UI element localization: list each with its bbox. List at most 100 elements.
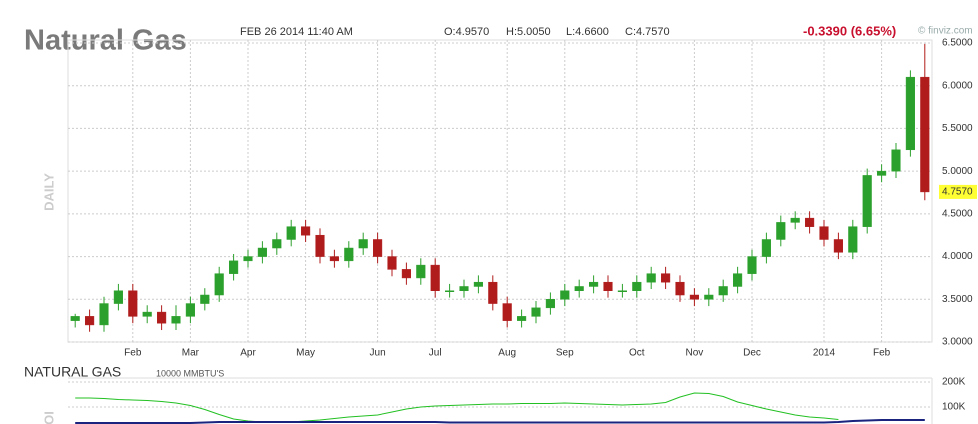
x-tick-label: 2014	[813, 348, 836, 359]
candle-body	[920, 76, 930, 193]
candle-body	[373, 239, 383, 257]
source: © finviz.com	[918, 26, 973, 37]
candle-body	[718, 286, 728, 296]
candle-body	[862, 175, 872, 227]
last-price-bg	[939, 184, 977, 199]
candle-body	[329, 256, 339, 262]
candle-body	[646, 273, 656, 283]
candle-body	[661, 273, 671, 283]
x-tick-label: Sep	[556, 348, 574, 359]
y-tick-label: 3.0000	[942, 337, 973, 348]
candle-body	[905, 76, 915, 151]
x-tick-label: Nov	[686, 348, 704, 359]
candle-body	[488, 281, 498, 304]
candle-body	[243, 256, 253, 262]
candle-body	[545, 299, 555, 309]
candle-body	[617, 290, 627, 292]
candle-body	[286, 226, 296, 240]
candle-body	[315, 234, 325, 257]
candle-body	[790, 217, 800, 223]
candle-body	[574, 286, 584, 291]
candle-body	[200, 294, 210, 304]
x-tick-label: Mar	[182, 348, 200, 359]
candle-body	[171, 316, 181, 324]
candle-body	[603, 281, 613, 291]
candle-body	[502, 303, 512, 321]
last-price-label: 4.7570	[942, 187, 973, 198]
candle-body	[128, 290, 138, 317]
high: H:5.0050	[506, 26, 551, 38]
low: L:4.6600	[566, 26, 609, 38]
candle-body	[70, 316, 80, 321]
candle-body	[877, 170, 887, 176]
candle-body	[776, 222, 786, 240]
candle-body	[99, 303, 109, 326]
candle-body	[113, 290, 123, 304]
candle-body	[430, 264, 440, 291]
panel-title: NATURAL GAS	[24, 364, 121, 380]
x-tick-label: Apr	[240, 348, 256, 359]
candle-body	[848, 226, 858, 253]
candle-body	[747, 256, 757, 274]
candle-body	[531, 307, 541, 317]
candle-body	[301, 226, 311, 236]
candle-body	[257, 247, 267, 257]
x-tick-label: Oct	[629, 348, 645, 359]
candle-body	[819, 226, 829, 240]
candle-body	[560, 290, 570, 300]
x-tick-label: Jun	[370, 348, 386, 359]
y-tick-label: 4.0000	[942, 251, 973, 262]
candle-body	[387, 256, 397, 270]
series-line	[75, 392, 839, 424]
candle-body	[459, 286, 469, 291]
y-tick-label: 5.0000	[942, 166, 973, 177]
candle-body	[445, 290, 455, 292]
candle-body	[142, 311, 152, 317]
x-tick-label: Feb	[124, 348, 142, 359]
candle-body	[589, 281, 599, 287]
y-tick-label: 6.0000	[942, 80, 973, 91]
candle-body	[517, 316, 527, 321]
candle-body	[689, 294, 699, 300]
chart-title: Natural Gas	[24, 25, 187, 57]
x-tick-label: Feb	[873, 348, 891, 359]
candle-body	[214, 273, 224, 296]
candle-body	[272, 239, 282, 249]
y-tick-label: 3.5000	[942, 294, 973, 305]
candle-body	[344, 247, 354, 262]
change: -0.3390 (6.65%)	[803, 23, 896, 38]
x-tick-label: Aug	[498, 348, 516, 359]
candle-body	[733, 273, 743, 287]
candle-body	[805, 217, 815, 227]
open: O:4.9570	[444, 26, 489, 38]
candle-body	[704, 294, 714, 300]
candle-body	[85, 316, 95, 326]
candle-body	[157, 311, 167, 324]
candle-body	[358, 239, 368, 249]
y-tick-label: 5.5000	[942, 123, 973, 134]
date: FEB 26 2014 11:40 AM	[240, 26, 353, 38]
y-tick-label: 100K	[942, 402, 966, 413]
candle-body	[229, 260, 239, 274]
candle-body	[632, 281, 642, 291]
period-label: DAILY	[41, 173, 56, 211]
x-tick-label: May	[296, 348, 315, 359]
candle-body	[833, 239, 843, 253]
candle-body	[401, 269, 411, 279]
x-tick-label: Jul	[429, 348, 442, 359]
close: C:4.7570	[625, 26, 670, 38]
panel-ylabel: OI	[41, 411, 56, 424]
series-line	[75, 419, 925, 424]
y-tick-label: 200K	[942, 377, 966, 388]
candle-body	[891, 149, 901, 172]
candle-body	[675, 281, 685, 296]
candle-body	[761, 239, 771, 257]
panel-subtitle: 10000 MMBTU'S	[156, 368, 224, 378]
candle-body	[416, 264, 426, 279]
x-tick-label: Dec	[743, 348, 761, 359]
y-tick-label: 4.5000	[942, 208, 973, 219]
candle-body	[473, 281, 483, 287]
y-tick-label: 6.5000	[942, 38, 973, 49]
candle-body	[185, 303, 195, 317]
